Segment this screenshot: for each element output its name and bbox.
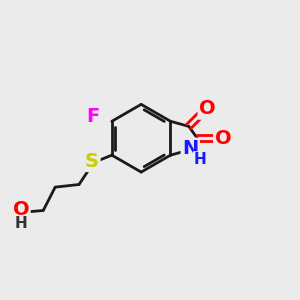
- Text: F: F: [86, 107, 99, 126]
- Text: O: O: [13, 200, 29, 219]
- Text: S: S: [85, 152, 99, 170]
- Text: O: O: [214, 129, 231, 148]
- Text: H: H: [194, 152, 206, 167]
- Text: O: O: [199, 99, 216, 118]
- Text: H: H: [14, 216, 27, 231]
- Text: N: N: [182, 139, 198, 158]
